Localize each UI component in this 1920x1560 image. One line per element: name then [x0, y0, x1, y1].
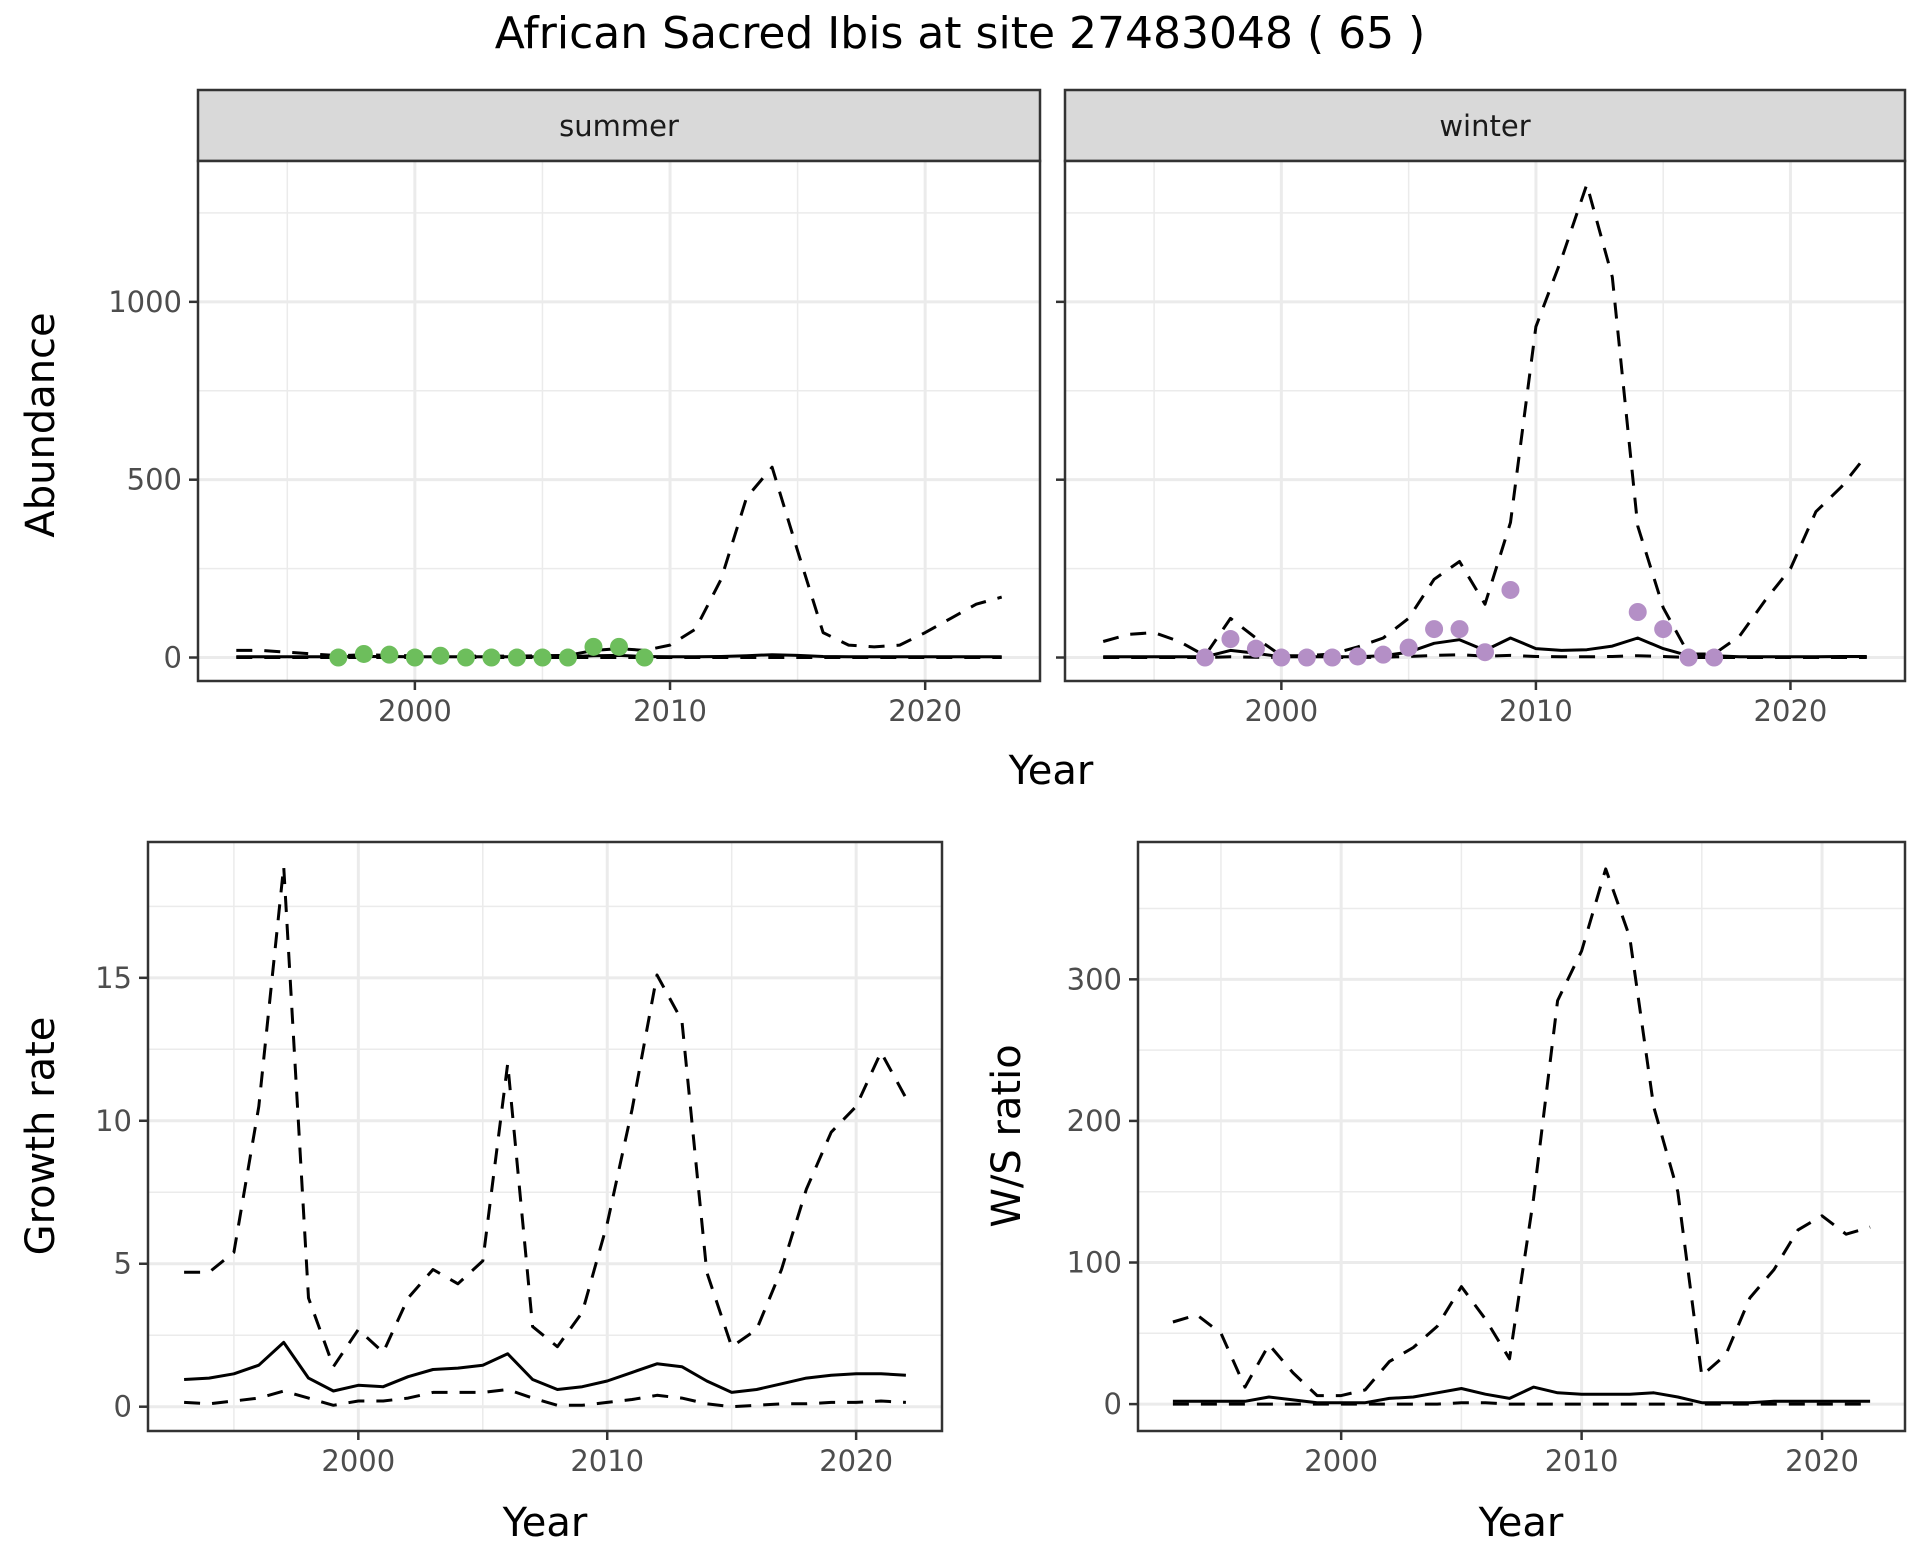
x-tick-label: 2020	[888, 694, 962, 728]
panel-border	[196, 159, 1042, 683]
x-tick-label: 2000	[1304, 1444, 1378, 1478]
chart-title: African Sacred Ibis at site 27483048 ( 6…	[495, 8, 1426, 59]
x-tick-label: 2010	[1499, 694, 1573, 728]
data-point	[1246, 639, 1265, 658]
data-point	[354, 644, 373, 663]
y-tick-label: 5	[114, 1247, 132, 1281]
data-point	[1654, 620, 1673, 639]
data-point	[1705, 648, 1724, 667]
y-tick-label: 100	[1067, 1246, 1122, 1280]
strip-winter: winter	[1063, 88, 1907, 163]
y-tick-label: 500	[127, 463, 182, 497]
y-tick-label: 200	[1067, 1104, 1122, 1138]
y-tick-label: 15	[95, 961, 132, 995]
panel-abundance-winter: 2000 2010 2020	[1056, 159, 1907, 728]
x-tick-label: 2020	[1785, 1444, 1859, 1478]
x-tick-label: 2000	[1244, 694, 1318, 728]
panel-growth-rate: 2000 2010 2020 0 5 10 15	[95, 840, 944, 1478]
data-point	[482, 648, 501, 667]
data-point	[405, 648, 424, 667]
panel-abundance-summer: 2000 2010 2020 0 500 1000	[108, 159, 1042, 728]
y-axis-title-abundance: Abundance	[18, 312, 64, 537]
series-line-lower	[1172, 1401, 1871, 1406]
series-line-upper	[1102, 183, 1868, 658]
x-tick-label: 2000	[378, 694, 452, 728]
x-tick-label: 2000	[321, 1444, 395, 1478]
data-point	[329, 648, 348, 667]
data-point	[1196, 648, 1214, 667]
y-tick-label: 0	[164, 641, 182, 675]
data-point	[1425, 620, 1444, 639]
x-tick-label: 2020	[1754, 694, 1828, 728]
data-point	[635, 648, 654, 667]
x-tick-label: 2010	[1545, 1444, 1619, 1478]
x-axis-title-top: Year	[1008, 748, 1094, 794]
data-point	[1348, 647, 1367, 666]
data-point	[1450, 620, 1469, 639]
data-point	[1679, 648, 1698, 667]
x-tick-label: 2020	[819, 1444, 893, 1478]
x-axis-title-growth: Year	[502, 1500, 588, 1546]
panel-border	[146, 840, 944, 1433]
data-point	[1476, 643, 1494, 662]
series-line-lower	[184, 1388, 906, 1409]
data-point	[1297, 648, 1316, 667]
data-point	[456, 648, 475, 667]
strip-summer: summer	[196, 88, 1042, 163]
data-point	[533, 648, 552, 667]
y-tick-label: 1000	[108, 285, 182, 319]
plot-background	[198, 161, 1040, 681]
plot-background	[148, 842, 942, 1431]
strip-summer-label: summer	[559, 109, 679, 143]
plot-background	[1065, 161, 1905, 681]
data-point	[1628, 602, 1647, 621]
data-point	[1374, 645, 1393, 664]
y-tick-label: 10	[95, 1104, 132, 1138]
y-axis-title-ws: W/S ratio	[984, 1044, 1030, 1227]
data-point	[1323, 648, 1342, 667]
series-line-upper	[1172, 867, 1871, 1398]
data-point	[610, 637, 628, 656]
panel-ws-ratio: 2000 2010 2020 0 100 200 300	[1067, 840, 1907, 1478]
series-line-lower	[1103, 653, 1867, 659]
series-line-mean	[1172, 1385, 1871, 1405]
data-point	[558, 648, 577, 667]
panel-border	[1063, 159, 1907, 683]
x-tick-label: 2010	[570, 1444, 644, 1478]
x-axis-title-ws: Year	[1478, 1500, 1564, 1546]
y-tick-label: 300	[1067, 962, 1122, 996]
data-point	[1272, 648, 1291, 667]
series-line-mean	[184, 1340, 906, 1394]
y-tick-label: 0	[114, 1390, 132, 1424]
data-point	[507, 648, 526, 667]
y-axis-title-growth: Growth rate	[18, 1017, 64, 1256]
data-point	[1221, 630, 1240, 649]
data-point	[431, 646, 450, 665]
y-tick-label: 0	[1104, 1387, 1122, 1421]
panel-border	[1136, 840, 1907, 1433]
data-point	[1399, 638, 1418, 657]
x-tick-label: 2010	[633, 694, 707, 728]
data-point	[584, 637, 603, 656]
strip-winter-label: winter	[1439, 109, 1530, 143]
data-point	[1501, 580, 1520, 599]
plot-background	[1138, 842, 1905, 1431]
data-point	[380, 645, 399, 664]
